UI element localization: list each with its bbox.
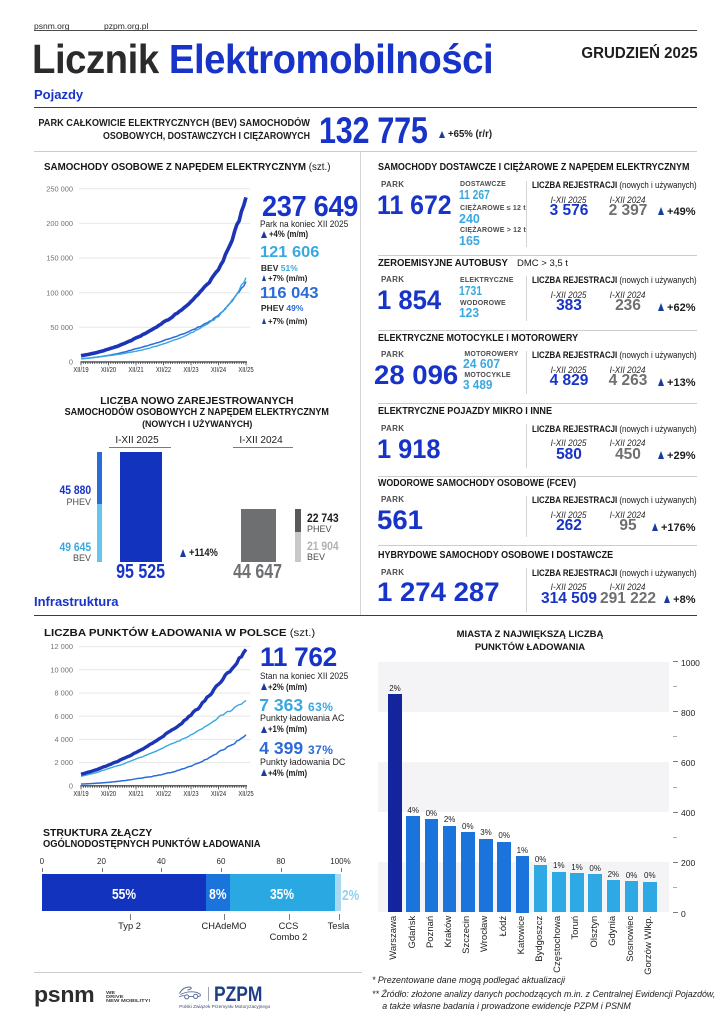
svg-text:4 000: 4 000 <box>55 735 74 744</box>
svg-text:XII/20: XII/20 <box>101 367 117 375</box>
svg-text:2 000: 2 000 <box>55 758 74 767</box>
svg-text:12 000: 12 000 <box>50 642 73 651</box>
svg-text:XII/22: XII/22 <box>156 791 172 799</box>
svg-text:10 000: 10 000 <box>50 665 73 674</box>
svg-text:XII/21: XII/21 <box>128 791 144 799</box>
svg-text:XII/25: XII/25 <box>238 791 254 799</box>
svg-text:150 000: 150 000 <box>46 254 73 263</box>
svg-text:8 000: 8 000 <box>55 689 74 698</box>
svg-text:XII/25: XII/25 <box>238 367 254 375</box>
svg-text:XII/23: XII/23 <box>183 367 199 375</box>
svg-text:250 000: 250 000 <box>46 184 73 193</box>
svg-text:XII/20: XII/20 <box>101 791 117 799</box>
svg-text:XII/23: XII/23 <box>183 791 199 799</box>
svg-text:XII/19: XII/19 <box>73 367 89 375</box>
svg-text:100 000: 100 000 <box>46 288 73 297</box>
svg-text:XII/24: XII/24 <box>211 791 227 799</box>
svg-text:6 000: 6 000 <box>55 712 74 721</box>
svg-text:200 000: 200 000 <box>46 219 73 228</box>
svg-text:50 000: 50 000 <box>50 323 73 332</box>
svg-text:XII/24: XII/24 <box>211 367 227 375</box>
svg-text:0: 0 <box>69 781 73 790</box>
svg-text:0: 0 <box>69 358 73 367</box>
svg-text:XII/21: XII/21 <box>128 367 144 375</box>
svg-text:XII/22: XII/22 <box>156 367 172 375</box>
svg-text:XII/19: XII/19 <box>73 791 89 799</box>
